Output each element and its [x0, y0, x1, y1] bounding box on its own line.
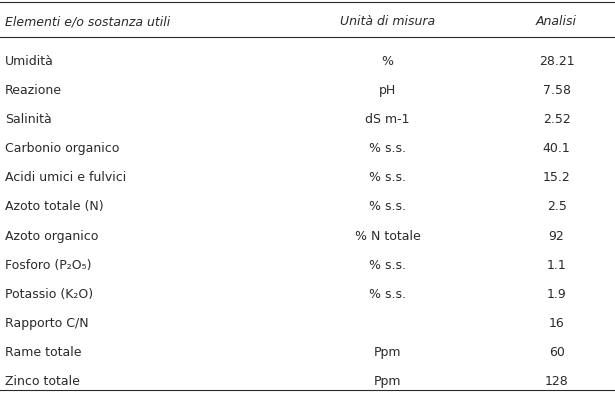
- Text: Azoto totale (N): Azoto totale (N): [5, 201, 103, 213]
- Text: Rame totale: Rame totale: [5, 346, 81, 359]
- Text: 7.58: 7.58: [542, 84, 571, 97]
- Text: 92: 92: [549, 230, 565, 242]
- Text: % N totale: % N totale: [355, 230, 420, 242]
- Text: Fosforo (P₂O₅): Fosforo (P₂O₅): [5, 259, 92, 271]
- Text: Rapporto C/N: Rapporto C/N: [5, 317, 89, 330]
- Text: Zinco totale: Zinco totale: [5, 375, 80, 388]
- Text: % s.s.: % s.s.: [369, 288, 406, 301]
- Text: 15.2: 15.2: [542, 171, 571, 184]
- Text: 1.1: 1.1: [547, 259, 566, 271]
- Text: Reazione: Reazione: [5, 84, 62, 97]
- Text: pH: pH: [379, 84, 396, 97]
- Text: Ppm: Ppm: [374, 346, 401, 359]
- Text: dS m-1: dS m-1: [365, 113, 410, 126]
- Text: % s.s.: % s.s.: [369, 259, 406, 271]
- Text: 2.5: 2.5: [547, 201, 566, 213]
- Text: 40.1: 40.1: [542, 142, 571, 155]
- Text: Unità di misura: Unità di misura: [340, 15, 435, 28]
- Text: Azoto organico: Azoto organico: [5, 230, 98, 242]
- Text: 2.52: 2.52: [542, 113, 571, 126]
- Text: Ppm: Ppm: [374, 375, 401, 388]
- Text: 1.9: 1.9: [547, 288, 566, 301]
- Text: 128: 128: [545, 375, 568, 388]
- Text: Acidi umici e fulvici: Acidi umici e fulvici: [5, 171, 126, 184]
- Text: Salinità: Salinità: [5, 113, 52, 126]
- Text: % s.s.: % s.s.: [369, 171, 406, 184]
- Text: 16: 16: [549, 317, 565, 330]
- Text: Umidità: Umidità: [5, 55, 54, 67]
- Text: % s.s.: % s.s.: [369, 142, 406, 155]
- Text: Elementi e/o sostanza utili: Elementi e/o sostanza utili: [5, 15, 170, 28]
- Text: Analisi: Analisi: [536, 15, 577, 28]
- Text: 60: 60: [549, 346, 565, 359]
- Text: 28.21: 28.21: [539, 55, 574, 67]
- Text: Carbonio organico: Carbonio organico: [5, 142, 119, 155]
- Text: %: %: [381, 55, 394, 67]
- Text: % s.s.: % s.s.: [369, 201, 406, 213]
- Text: Potassio (K₂O): Potassio (K₂O): [5, 288, 93, 301]
